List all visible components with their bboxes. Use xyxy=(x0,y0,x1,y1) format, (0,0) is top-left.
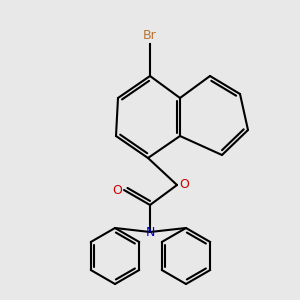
Text: O: O xyxy=(179,178,189,191)
Text: Br: Br xyxy=(143,29,157,42)
Text: N: N xyxy=(145,226,155,238)
Text: O: O xyxy=(112,184,122,196)
